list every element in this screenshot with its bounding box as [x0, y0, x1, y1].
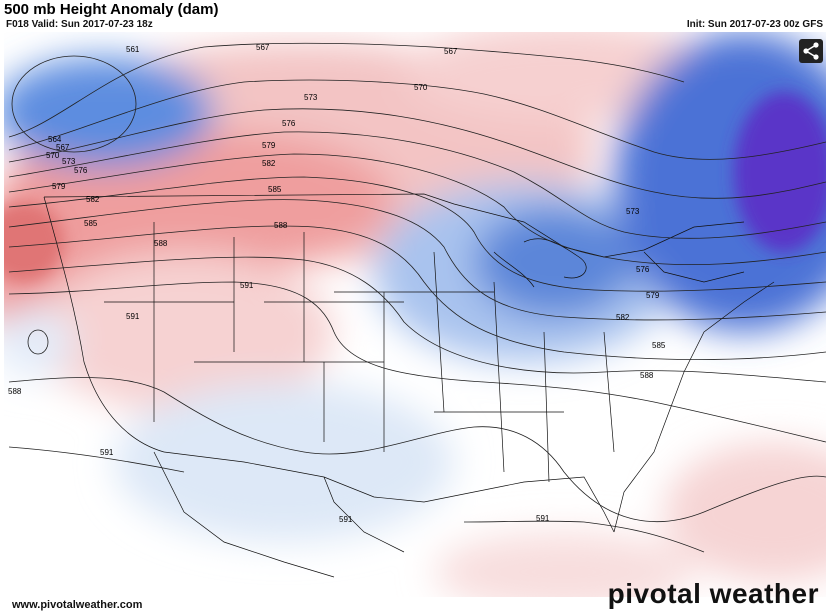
contour-label: 576: [74, 166, 88, 175]
contour-label: 585: [84, 219, 98, 228]
contour-label: 582: [616, 313, 630, 322]
contour-label: 579: [262, 141, 276, 150]
contour-label: 567: [444, 47, 458, 56]
contour-label: 591: [126, 312, 140, 321]
contour-label: 588: [8, 387, 22, 396]
contour-label: 591: [339, 515, 353, 524]
contour-label: 564: [48, 135, 62, 144]
valid-time-label: F018 Valid: Sun 2017-07-23 18z: [6, 19, 153, 30]
map-header-title: 500 mb Height Anomaly (dam): [4, 1, 219, 18]
contour-label: 588: [154, 239, 168, 248]
anomaly-shading: [4, 32, 826, 597]
contour-label: 585: [652, 341, 666, 350]
contour-label: 573: [62, 157, 76, 166]
contour-label: 585: [268, 185, 282, 194]
site-url[interactable]: www.pivotalweather.com: [12, 599, 143, 611]
contour-label: 579: [646, 291, 660, 300]
contour-label: 576: [636, 265, 650, 274]
share-button[interactable]: [799, 39, 823, 63]
height-contours: [8, 42, 826, 553]
contour-label: 591: [240, 281, 254, 290]
contour-label: 582: [262, 159, 276, 168]
weather-map: 561 567 567 564 567 570 573 576 579 582 …: [4, 32, 826, 597]
contour-label: 567: [56, 143, 70, 152]
contour-label: 582: [86, 195, 100, 204]
contour-labels: 561 567 567 564 567 570 573 576 579 582 …: [8, 43, 666, 524]
contour-label: 567: [256, 43, 270, 52]
contour-label: 561: [126, 45, 140, 54]
contour-label: 573: [304, 93, 318, 102]
weather-map-svg: 561 567 567 564 567 570 573 576 579 582 …: [4, 32, 826, 597]
contour-label: 570: [46, 151, 60, 160]
contour-label: 588: [640, 371, 654, 380]
contour-label: 588: [274, 221, 288, 230]
share-icon: [803, 42, 819, 60]
contour-label: 576: [282, 119, 296, 128]
contour-label: 591: [536, 514, 550, 523]
contour-label: 591: [100, 448, 114, 457]
contour-label: 573: [626, 207, 640, 216]
contour-label: 570: [414, 83, 428, 92]
contour-label: 579: [52, 182, 66, 191]
pivotal-weather-logo: pivotal weather: [607, 578, 819, 609]
init-time-label: Init: Sun 2017-07-23 00z GFS: [686, 19, 823, 30]
